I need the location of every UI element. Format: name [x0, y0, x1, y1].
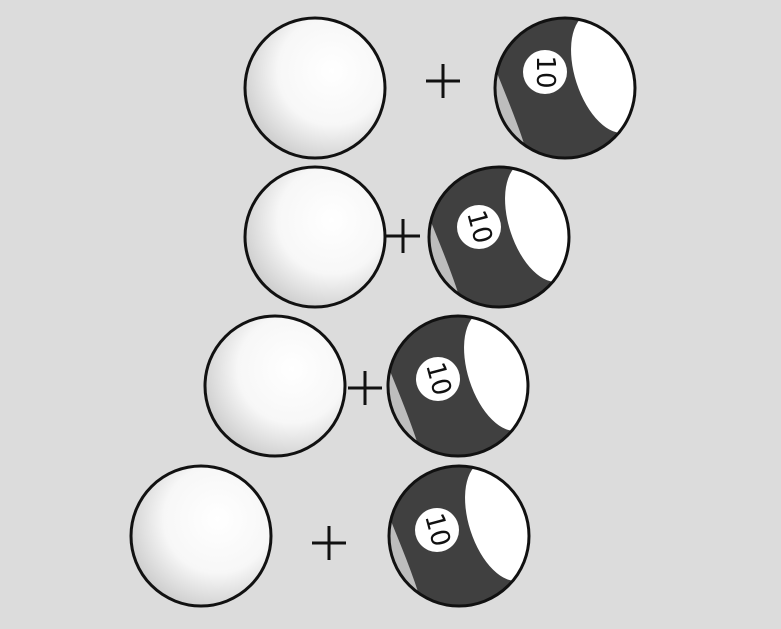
number-disc	[523, 50, 567, 94]
striped-ball-10: 10	[386, 314, 530, 458]
equation-row-1: 10	[243, 16, 637, 160]
equation-row-4: 10	[129, 464, 531, 608]
equation-row-2: 10	[243, 165, 571, 309]
ball-number: 10	[530, 55, 560, 88]
cue-ball	[203, 314, 347, 458]
number-disc	[415, 508, 459, 552]
plus-sign	[312, 526, 346, 560]
cue-ball	[243, 16, 387, 160]
number-disc	[416, 357, 460, 401]
cue-ball	[129, 464, 273, 608]
plus-sign	[348, 371, 382, 405]
striped-ball-10: 10	[493, 16, 637, 160]
equation-row-3: 10	[203, 314, 530, 458]
plus-sign	[386, 219, 420, 253]
cue-ball	[243, 165, 387, 309]
striped-ball-10: 10	[427, 165, 571, 309]
number-disc	[457, 205, 501, 249]
striped-ball-10: 10	[387, 464, 531, 608]
plus-sign	[426, 64, 460, 98]
